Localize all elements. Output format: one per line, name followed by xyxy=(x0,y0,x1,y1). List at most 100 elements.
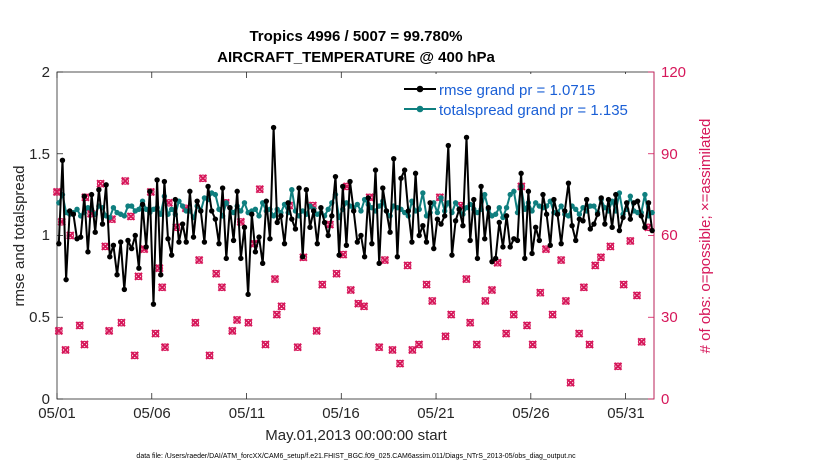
obs-count-marker xyxy=(414,340,424,349)
x-tick-label: 05/31 xyxy=(607,405,645,422)
rmse-point xyxy=(183,239,189,245)
x-tick-labels: 05/01 05/06 05/11 05/16 05/21 05/26 05/3… xyxy=(38,405,645,422)
rmse-point xyxy=(161,178,168,185)
x-tick-label: 05/06 xyxy=(133,405,171,422)
rmse-point xyxy=(81,193,88,199)
totalspread-point xyxy=(576,211,583,217)
totalspread-point xyxy=(420,190,426,196)
legend-box xyxy=(398,74,652,124)
totalspread-point xyxy=(627,193,634,199)
obs-count-marker xyxy=(596,253,606,262)
rmse-point xyxy=(376,260,382,266)
rmse-point xyxy=(118,239,124,245)
rmse-point xyxy=(325,232,331,239)
rmse-point xyxy=(598,195,604,201)
rmse-point xyxy=(398,175,404,181)
obs-count-marker xyxy=(198,174,208,183)
obs-count-marker xyxy=(501,329,511,338)
obs-count-marker xyxy=(509,310,518,319)
y-tick-labels: 0 0.5 1 1.5 2 xyxy=(29,64,50,408)
totalspread-point xyxy=(532,200,539,206)
totalspread-point xyxy=(452,200,459,206)
obs-count-marker xyxy=(346,285,355,295)
totalspread-point xyxy=(212,191,219,198)
rmse-point xyxy=(623,200,630,206)
x-tick-label: 05/26 xyxy=(512,405,550,422)
y-tick-label: 0.5 xyxy=(29,309,50,326)
rmse-point xyxy=(336,252,342,258)
obs-count-marker xyxy=(566,378,575,387)
rmse-point xyxy=(350,208,357,214)
rmse-point xyxy=(172,196,179,203)
rmse-point xyxy=(536,237,543,244)
rmse-point xyxy=(307,224,313,231)
rmse-point xyxy=(562,208,568,214)
obs-count-marker xyxy=(388,345,397,355)
rmse-point xyxy=(212,216,219,222)
obs-count-marker xyxy=(134,272,143,281)
rmse-point xyxy=(154,177,160,183)
totalspread-point xyxy=(573,206,579,213)
obs-count-marker xyxy=(481,296,490,306)
rmse-point xyxy=(609,224,615,231)
rmse-point xyxy=(602,221,608,227)
obs-count-marker xyxy=(277,302,286,311)
rmse-point xyxy=(285,200,291,206)
x-tick-label: 05/16 xyxy=(322,405,360,422)
obs-count-marker xyxy=(117,318,126,327)
rmse-point xyxy=(219,185,226,191)
rmse-point xyxy=(642,224,648,231)
totalspread-point xyxy=(110,205,117,211)
obs-count-marker xyxy=(332,269,341,278)
data-file-footnote: data file: /Users/raeder/DAI/ATM_forcXX/… xyxy=(136,453,576,460)
rmse-point xyxy=(128,245,135,252)
rmse-point xyxy=(423,239,430,245)
rmse-point xyxy=(321,219,328,226)
rmse-point xyxy=(649,227,655,234)
y-right-tick-label: 60 xyxy=(661,227,678,244)
legend: rmse grand pr = 1.0715 totalspread grand… xyxy=(398,74,652,124)
rmse-point xyxy=(281,240,288,247)
rmse-point xyxy=(492,255,499,262)
rmse-point xyxy=(168,252,175,258)
x-tick-label: 05/11 xyxy=(229,405,265,422)
y-right-tick-label: 120 xyxy=(661,64,686,81)
rmse-point xyxy=(259,260,266,266)
rmse-point xyxy=(274,219,280,226)
rmse-point xyxy=(551,196,557,203)
rmse-point xyxy=(343,242,350,249)
y-right-tick-label: 0 xyxy=(661,391,669,408)
rmse-point xyxy=(147,188,153,195)
rmse-point xyxy=(638,213,644,219)
obs-count-marker xyxy=(606,242,615,251)
obs-count-marker xyxy=(447,310,456,319)
rmse-point xyxy=(238,255,244,262)
rmse-point xyxy=(267,236,273,242)
totalspread-point xyxy=(241,200,248,206)
rmse-point xyxy=(532,224,539,231)
rmse-point xyxy=(573,237,579,244)
rmse-point xyxy=(179,221,186,227)
obs-count-marker xyxy=(626,236,635,246)
rmse-point xyxy=(70,211,77,217)
rmse-point xyxy=(190,234,197,240)
rmse-point xyxy=(263,198,270,204)
x-tick-label: 05/21 xyxy=(417,405,455,422)
rmse-point xyxy=(441,213,448,219)
rmse-point xyxy=(252,249,259,255)
y-right-tick-labels: 0 30 60 90 120 xyxy=(661,64,686,408)
rmse-point xyxy=(88,191,95,198)
rmse-point xyxy=(187,188,193,195)
obs-count-marker xyxy=(151,329,160,338)
rmse-point xyxy=(594,211,601,217)
rmse-point xyxy=(329,213,335,219)
obs-count-marker xyxy=(585,340,594,349)
obs-count-marker xyxy=(591,261,600,270)
rmse-point xyxy=(354,239,361,245)
rmse-point xyxy=(522,255,528,262)
y-tick-label: 1.5 xyxy=(29,146,50,163)
obs-count-marker xyxy=(561,296,571,306)
rmse-point xyxy=(205,183,211,190)
rmse-point xyxy=(569,222,575,229)
rmse-point xyxy=(565,180,572,186)
